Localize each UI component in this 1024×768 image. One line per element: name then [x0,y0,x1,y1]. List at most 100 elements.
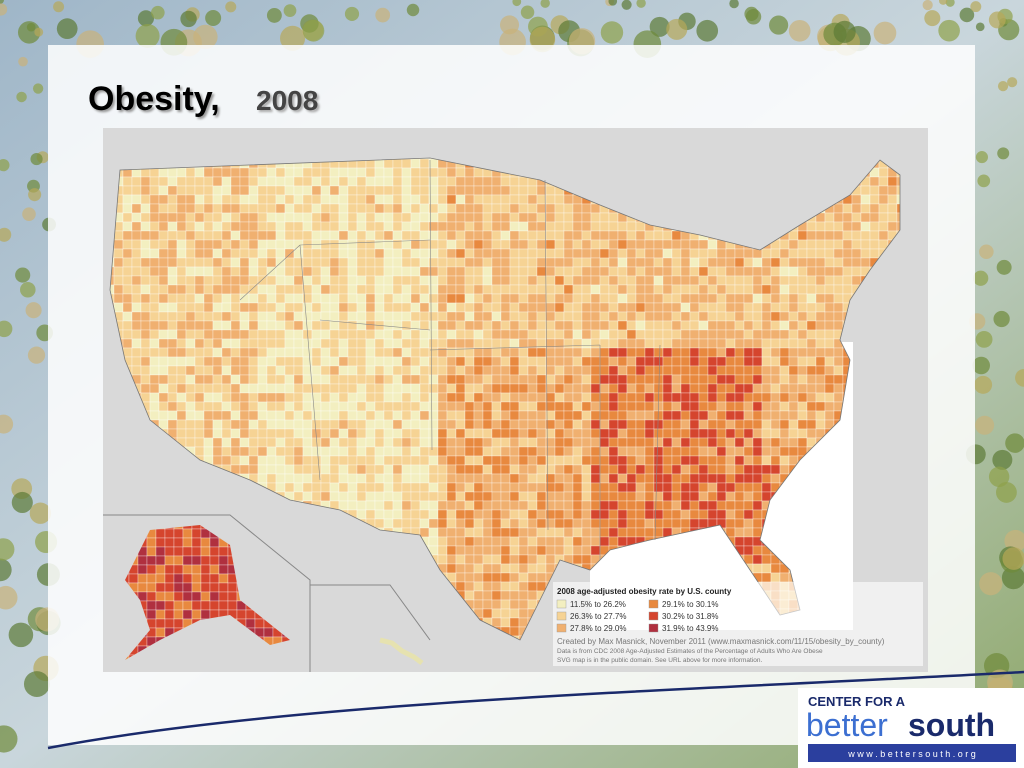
county [122,230,133,241]
county [293,221,304,232]
county [482,455,493,466]
county [266,257,277,268]
county [266,383,277,394]
county [176,248,187,259]
county [149,230,160,241]
county [239,401,250,412]
county [518,590,529,601]
county [293,302,304,313]
county [509,626,520,637]
county [464,464,475,475]
county [131,347,142,358]
county [329,176,340,187]
county [518,563,529,574]
county [194,392,205,403]
county [266,239,277,250]
county [203,239,214,250]
county [707,311,718,322]
county [671,338,682,349]
county [437,239,448,250]
county [617,500,628,511]
county [770,473,781,484]
county [131,212,142,223]
county [275,284,286,295]
county [122,176,133,187]
county [626,230,637,241]
county [473,563,484,574]
county [806,347,817,358]
county [338,383,349,394]
county [518,554,529,565]
county [302,203,313,214]
county [275,176,286,187]
county [356,212,367,223]
county [437,221,448,232]
county [518,266,529,277]
county [158,419,169,430]
county [221,185,232,196]
county [149,338,160,349]
county [194,248,205,259]
county [572,437,583,448]
county [833,230,844,241]
county [383,203,394,214]
county [248,302,259,313]
county [536,239,547,250]
county [491,419,502,430]
county [374,410,385,421]
county [617,491,628,502]
county [842,266,853,277]
county [347,374,358,385]
county [653,473,664,484]
county [266,473,277,484]
county [302,302,313,313]
county [752,329,763,340]
county [329,392,340,403]
county [617,428,628,439]
county [563,419,574,430]
county [563,248,574,259]
county [626,347,637,358]
county [455,221,466,232]
county [878,230,889,241]
county [653,329,664,340]
county [392,374,403,385]
county [509,221,520,232]
county [824,320,835,331]
county [725,365,736,376]
county [356,491,367,502]
county [824,221,835,232]
county [572,527,583,538]
leaf [833,20,856,43]
county [581,212,592,223]
county [167,212,178,223]
county [527,401,538,412]
county [590,311,601,322]
county [257,401,268,412]
county [671,230,682,241]
county [500,239,511,250]
county [734,518,745,529]
county [491,302,502,313]
county [428,509,439,520]
county [527,374,538,385]
county [482,365,493,376]
county [518,581,529,592]
county [464,554,475,565]
county [662,500,673,511]
county [545,500,556,511]
county [527,239,538,250]
county [356,347,367,358]
county [329,356,340,367]
county [734,302,745,313]
county [707,275,718,286]
county [212,419,223,430]
county [437,554,448,565]
county [419,311,430,322]
county [833,203,844,214]
county [761,329,772,340]
county [320,419,331,430]
county [293,311,304,322]
county [707,374,718,385]
county [581,473,592,484]
